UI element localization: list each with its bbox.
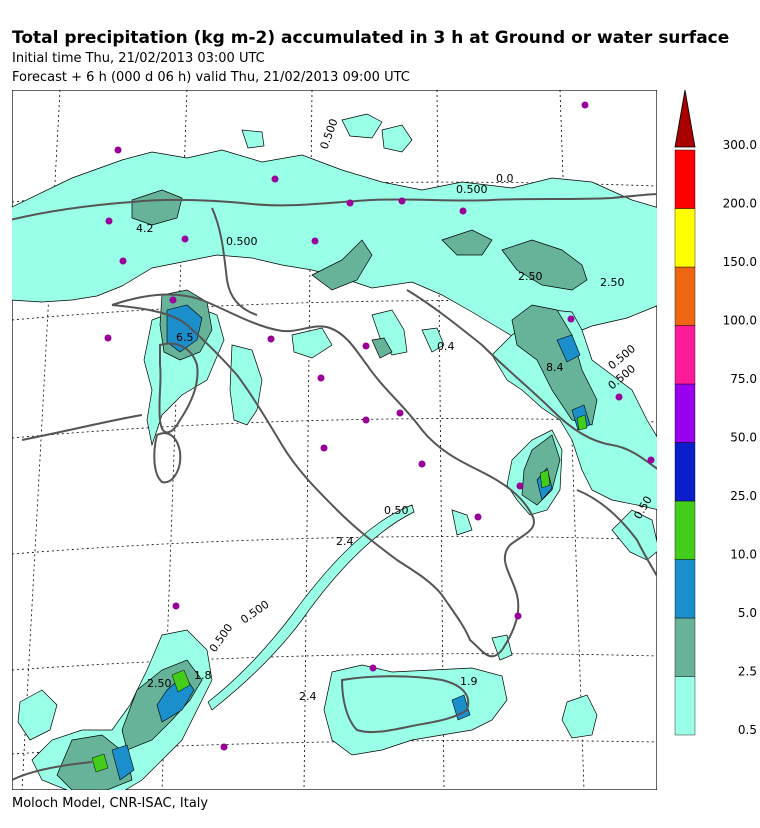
- legend-swatch: [674, 617, 696, 677]
- contour-label-s: 2.4: [299, 690, 317, 703]
- coastlines: [12, 193, 657, 781]
- legend-label: 50.0: [730, 431, 757, 445]
- legend-label: 25.0: [730, 489, 757, 503]
- legend-swatch: [674, 208, 696, 268]
- initial-time: Initial time Thu, 21/02/2013 03:00 UTC: [12, 51, 265, 66]
- model-credit: Moloch Model, CNR-ISAC, Italy: [12, 796, 209, 811]
- legend-label: 200.0: [723, 197, 757, 211]
- contour-label-g: 2.50: [600, 276, 625, 289]
- legend-swatch: [674, 559, 696, 619]
- contour-label-m: 0.50: [384, 504, 409, 517]
- contour-label-j: 8.4: [546, 361, 564, 374]
- contour-label-h: 6.5: [176, 331, 194, 344]
- legend-swatch: [674, 442, 696, 502]
- legend-top-arrow: [674, 89, 696, 148]
- precip-10-0: [91, 414, 588, 773]
- legend-swatch: [674, 383, 696, 443]
- legend-label: 300.0: [723, 138, 757, 152]
- legend-swatch: [674, 500, 696, 560]
- legend-swatch: [674, 266, 696, 326]
- legend-label: 5.0: [738, 606, 757, 620]
- contour-label-i: 0.4: [437, 340, 455, 353]
- legend-label: 150.0: [723, 255, 757, 269]
- legend-label: 0.5: [738, 723, 757, 737]
- contour-label-r: 1.8: [194, 669, 212, 682]
- legend-swatch: [674, 676, 696, 736]
- city-markers: [104, 101, 655, 751]
- legend-label: 75.0: [730, 372, 757, 386]
- contour-label-d: 4.2: [136, 222, 154, 235]
- legend-label: 2.5: [738, 665, 757, 679]
- contour-label-b: 0.500: [456, 183, 488, 196]
- legend-label: 10.0: [730, 548, 757, 562]
- legend-swatch: [674, 325, 696, 385]
- contour-label-e: 0.500: [226, 235, 258, 248]
- legend-label: 100.0: [723, 314, 757, 328]
- map-title: Total precipitation (kg m-2) accumulated…: [12, 28, 730, 48]
- precipitation-map: 0.500 0.500 0.0 4.2 0.500 2.50 2.50 6.5 …: [12, 90, 657, 790]
- contour-label-c: 0.0: [496, 172, 514, 185]
- forecast-time: Forecast + 6 h (000 d 06 h) valid Thu, 2…: [12, 70, 410, 85]
- precip-legend: 0.5 2.5 5.0 10.0 25.0 50.0 75.0 100.0 150.0 200.0…: [674, 89, 757, 737]
- contour-label-n: 2.4: [336, 535, 354, 548]
- contour-label-q: 2.50: [147, 677, 172, 690]
- legend-swatch: [674, 149, 696, 209]
- contour-label-f: 2.50: [518, 270, 543, 283]
- contour-label-t: 1.9: [460, 675, 478, 688]
